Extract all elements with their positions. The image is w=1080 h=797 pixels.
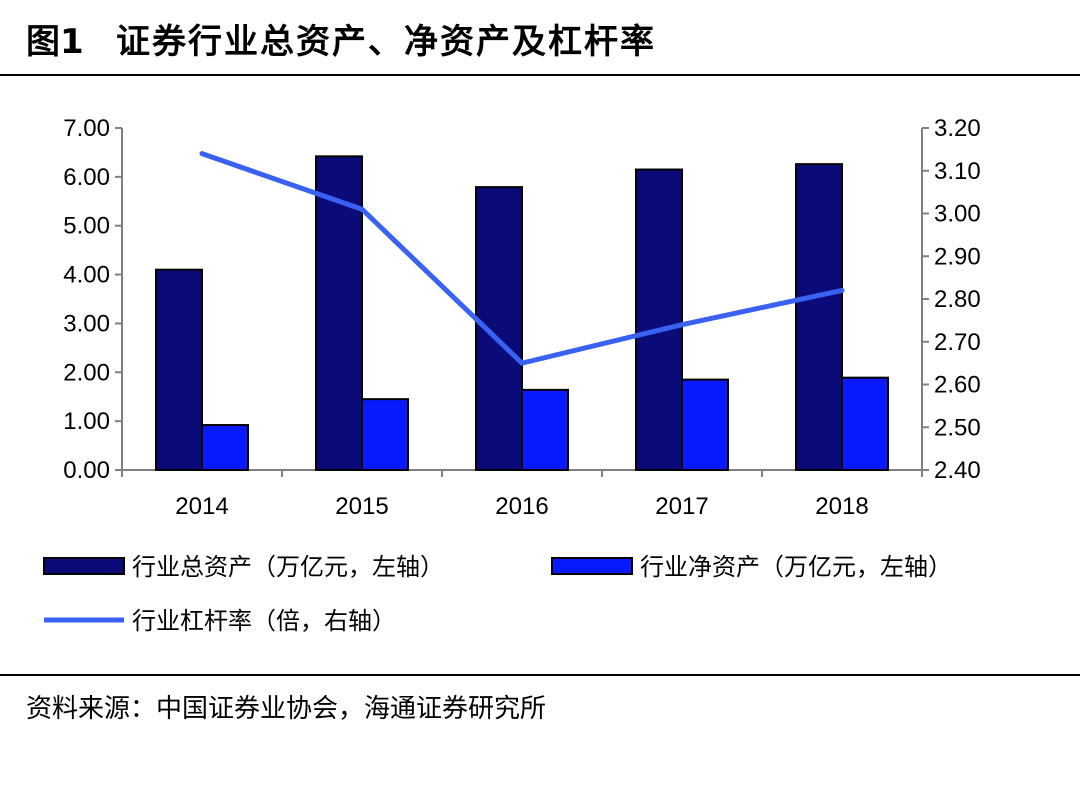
left-tick-label: 2.00 bbox=[63, 359, 110, 386]
right-tick-label: 3.00 bbox=[934, 201, 981, 228]
leverage-point bbox=[359, 206, 365, 212]
leverage-point bbox=[519, 360, 525, 366]
right-tick-label: 3.20 bbox=[934, 115, 981, 142]
right-tick-label: 2.90 bbox=[934, 243, 981, 270]
leverage-point bbox=[679, 322, 685, 328]
x-tick-label: 2014 bbox=[175, 493, 228, 520]
left-tick-label: 4.00 bbox=[63, 262, 110, 289]
net-assets-bar bbox=[361, 398, 409, 471]
right-tick-label: 3.10 bbox=[934, 158, 981, 185]
right-tick-label: 2.50 bbox=[934, 414, 981, 441]
source-note: 资料来源：中国证券业协会，海通证券研究所 bbox=[26, 694, 547, 724]
legend-label-net-assets: 行业净资产（万亿元，左轴） bbox=[640, 553, 952, 581]
net-assets-bar bbox=[681, 378, 729, 471]
legend-label-total-assets: 行业总资产（万亿元，左轴） bbox=[132, 553, 444, 581]
leverage-point bbox=[199, 151, 205, 157]
right-tick-label: 2.80 bbox=[934, 286, 981, 313]
left-tick-label: 6.00 bbox=[63, 164, 110, 191]
net-assets-bar bbox=[201, 424, 249, 471]
left-tick-label: 5.00 bbox=[63, 213, 110, 240]
legend-label-leverage: 行业杠杆率（倍，右轴） bbox=[132, 607, 396, 635]
total-assets-bar bbox=[155, 268, 203, 471]
right-tick-label: 2.60 bbox=[934, 372, 981, 399]
footer-rule bbox=[0, 674, 1080, 676]
total-assets-bar bbox=[635, 168, 683, 472]
x-tick-label: 2017 bbox=[655, 493, 708, 520]
left-tick-label: 3.00 bbox=[63, 310, 110, 337]
x-tick-label: 2016 bbox=[495, 493, 548, 520]
figure-header: 图1 证券行业总资产、净资产及杠杆率 bbox=[0, 0, 1080, 76]
left-tick-label: 7.00 bbox=[63, 115, 110, 142]
net-assets-bar bbox=[521, 388, 569, 472]
left-tick-label: 0.00 bbox=[63, 457, 110, 484]
leverage-point bbox=[839, 287, 845, 293]
right-tick-label: 2.40 bbox=[934, 457, 981, 484]
right-tick-label: 2.70 bbox=[934, 329, 981, 356]
x-tick-label: 2018 bbox=[815, 493, 868, 520]
legend-swatch-total-assets bbox=[43, 557, 125, 575]
total-assets-bar bbox=[795, 163, 843, 471]
figure-title: 证券行业总资产、净资产及杠杆率 bbox=[116, 22, 656, 62]
header-rule bbox=[0, 74, 1080, 76]
net-assets-bar bbox=[841, 376, 889, 471]
chart-area: 0.00 1.00 2.00 3.00 4.00 5.00 6.00 7.00 2.40 2.50… bbox=[43, 115, 981, 635]
left-tick-label: 1.00 bbox=[63, 408, 110, 435]
figure-label: 图1 bbox=[26, 22, 84, 62]
legend-swatch-net-assets bbox=[551, 557, 633, 575]
x-tick-label: 2015 bbox=[335, 493, 388, 520]
